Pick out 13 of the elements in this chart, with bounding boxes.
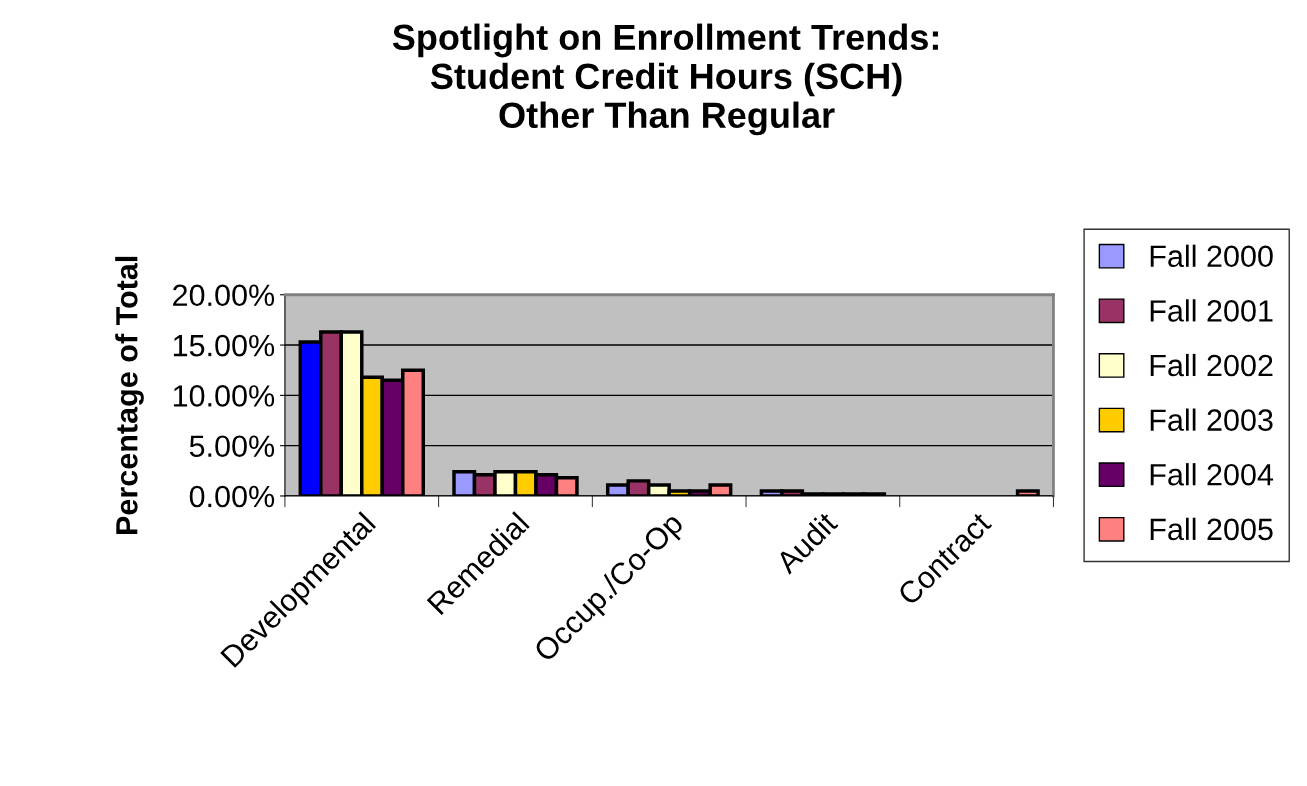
y-tick-label: 10.00% [173,385,275,407]
y-tick-label: 15.00% [173,334,275,357]
legend-label: Fall 2003 [1150,408,1273,431]
legend-label: Fall 2004 [1150,463,1274,486]
y-axis-title: Percentage of Total [115,256,144,534]
y-tick-label: 5.00% [189,435,275,458]
y-tick-label: 20.00% [173,284,275,307]
legend-label: Fall 2005 [1150,517,1273,541]
legend-label: Fall 2001 [1150,299,1273,322]
y-tick-label: 0.00% [189,485,275,508]
chart-title: Spotlight on Enrollment Trends: Student Credit Hours (SCH) Other Than Regular [392,23,938,136]
legend-label: Fall 2000 [1150,244,1273,268]
legend-label: Fall 2002 [1150,353,1273,377]
